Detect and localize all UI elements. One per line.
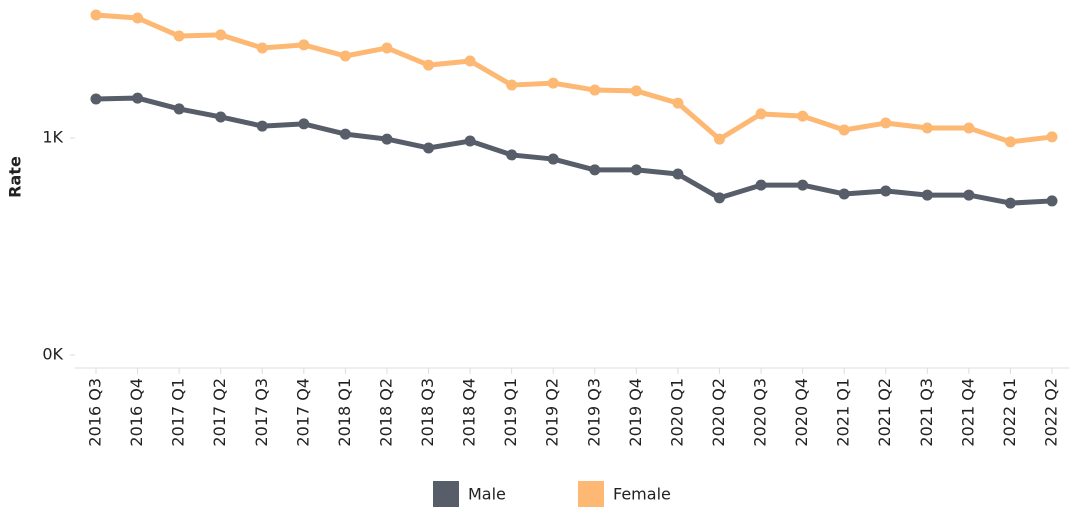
x-tick-label: 2018 Q1: [335, 378, 354, 447]
data-point: [173, 30, 185, 42]
y-axis-label: Rate: [6, 156, 25, 198]
data-point: [1004, 197, 1016, 209]
data-point: [838, 188, 850, 200]
data-point: [90, 9, 102, 21]
series-line: [95, 95, 1053, 206]
data-point: [298, 118, 310, 130]
data-point: [547, 153, 559, 165]
data-point: [630, 85, 642, 97]
legend-swatch: [433, 481, 459, 507]
x-tick-label: 2019 Q2: [543, 378, 562, 447]
x-tick-label: 2017 Q1: [169, 378, 188, 447]
x-tick-label: 2017 Q4: [293, 378, 312, 447]
data-point: [90, 93, 102, 105]
data-point: [838, 124, 850, 136]
data-point: [464, 135, 476, 147]
data-point: [423, 59, 435, 71]
x-tick-label: 2016 Q3: [86, 378, 105, 447]
data-point: [589, 164, 601, 176]
data-point: [921, 122, 933, 134]
x-tick-label: 2019 Q4: [626, 378, 645, 447]
data-point: [215, 29, 227, 41]
data-point: [256, 42, 268, 54]
data-point: [755, 108, 767, 120]
x-tick-label: 2018 Q3: [418, 378, 437, 447]
data-point: [339, 128, 351, 140]
data-point: [672, 97, 684, 109]
data-point: [630, 164, 642, 176]
data-point: [1004, 136, 1016, 148]
x-tick-label: 2021 Q1: [834, 378, 853, 447]
data-point: [215, 111, 227, 123]
data-point: [339, 50, 351, 62]
data-point: [506, 149, 518, 161]
x-tick-label: 2021 Q4: [958, 378, 977, 447]
x-tick-label: 2022 Q2: [1042, 378, 1061, 447]
series-line: [95, 12, 1053, 145]
x-tick-label: 2017 Q2: [210, 378, 229, 447]
data-point: [132, 12, 144, 24]
data-point: [298, 39, 310, 51]
x-tick-label: 2020 Q1: [667, 378, 686, 447]
x-tick-label: 2021 Q3: [917, 378, 936, 447]
data-point: [132, 92, 144, 104]
data-point: [797, 110, 809, 122]
x-tick-label: 2022 Q1: [1000, 378, 1019, 447]
data-point: [1046, 131, 1058, 143]
data-point: [464, 55, 476, 67]
data-point: [713, 133, 725, 145]
data-point: [547, 77, 559, 89]
data-point: [1046, 195, 1058, 207]
x-tick-label: 2018 Q2: [376, 378, 395, 447]
data-point: [381, 42, 393, 54]
data-point: [713, 192, 725, 204]
data-point: [963, 189, 975, 201]
data-point: [880, 185, 892, 197]
data-point: [423, 142, 435, 154]
y-tick-label: 1K: [42, 128, 63, 147]
x-tick-label: 2017 Q3: [252, 378, 271, 447]
x-tick-label: 2021 Q2: [875, 378, 894, 447]
data-point: [589, 84, 601, 96]
data-point: [672, 168, 684, 180]
legend-label: Female: [613, 485, 671, 504]
x-tick-label: 2020 Q4: [792, 378, 811, 447]
data-point: [381, 133, 393, 145]
data-point: [506, 79, 518, 91]
data-point: [173, 103, 185, 115]
data-point: [256, 120, 268, 132]
x-tick-label: 2018 Q4: [460, 378, 479, 447]
data-point: [755, 179, 767, 191]
y-tick-label: 0K: [42, 345, 63, 364]
data-point: [921, 189, 933, 201]
data-point: [880, 117, 892, 129]
x-tick-label: 2019 Q1: [501, 378, 520, 447]
data-point: [797, 179, 809, 191]
legend-swatch: [578, 481, 604, 507]
x-tick-label: 2016 Q4: [127, 378, 146, 447]
x-tick-label: 2019 Q3: [584, 378, 603, 447]
x-tick-label: 2020 Q3: [751, 378, 770, 447]
data-point: [963, 122, 975, 134]
x-tick-label: 2020 Q2: [709, 378, 728, 447]
legend-label: Male: [468, 485, 506, 504]
